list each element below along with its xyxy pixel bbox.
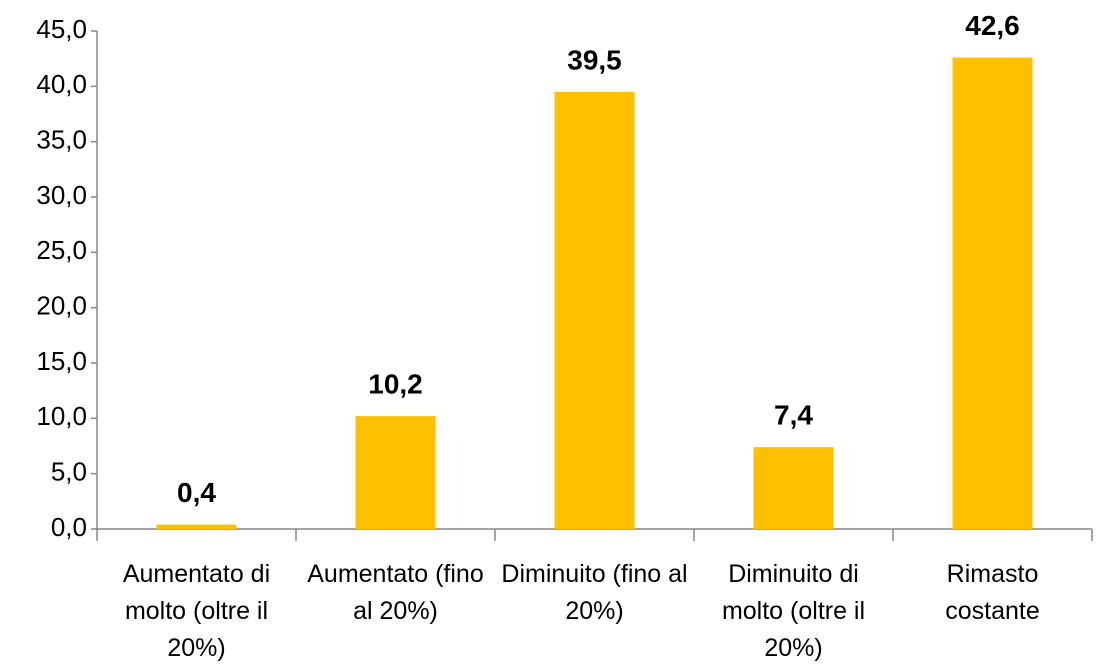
y-tick-label: 20,0: [36, 291, 87, 321]
y-tick-label: 15,0: [36, 346, 87, 376]
value-label: 39,5: [567, 44, 622, 75]
x-tick-label: Aumentato (fino al 20%): [307, 560, 484, 625]
x-tick-label: Diminuito (fino al 20%): [501, 560, 688, 625]
bar: [355, 416, 436, 529]
bar: [554, 91, 635, 529]
y-tick-label: 5,0: [51, 457, 87, 487]
x-tick-label: Rimasto costante: [945, 560, 1040, 625]
y-tick-label: 0,0: [51, 512, 87, 542]
value-label: 7,4: [774, 399, 813, 430]
y-tick-label: 35,0: [36, 125, 87, 155]
y-tick-label: 30,0: [36, 180, 87, 210]
value-label: 0,4: [177, 477, 216, 508]
y-tick-label: 10,0: [36, 401, 87, 431]
y-tick-label: 25,0: [36, 235, 87, 265]
bar: [952, 57, 1033, 530]
value-label: 10,2: [368, 369, 423, 400]
y-tick-label: 45,0: [36, 14, 87, 44]
value-label: 42,6: [965, 10, 1020, 41]
bar: [156, 524, 237, 529]
bar: [753, 447, 834, 529]
x-tick-label: Diminuito di molto (oltre il 20%): [721, 560, 866, 662]
x-tick-label: Aumentato di molto (oltre il 20%): [122, 560, 271, 662]
y-tick-label: 40,0: [36, 69, 87, 99]
